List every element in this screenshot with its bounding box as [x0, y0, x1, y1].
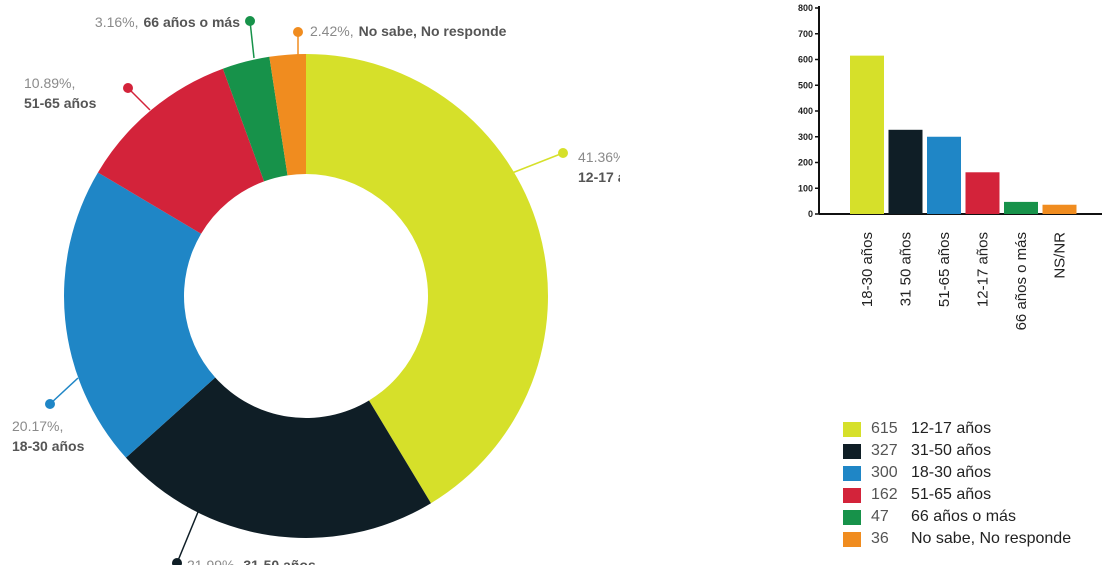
legend-item-66+: 47 66 años o más — [843, 506, 1071, 528]
leader-dot-31-50 — [172, 558, 182, 565]
bar-category-label: 18-30 años — [859, 232, 876, 307]
y-tick-label: 200 — [798, 158, 813, 168]
donut-slice-12-17 — [306, 54, 548, 504]
donut-label-31-50: 21.99%, 31-50 años — [187, 557, 316, 565]
legend-item-12-17: 615 12-17 años — [843, 418, 1071, 440]
leader-line-51-65 — [127, 87, 151, 111]
y-tick-label: 300 — [798, 132, 813, 142]
legend-label: No sabe, No responde — [911, 530, 1072, 547]
bar-category-label: 51-65 años — [936, 232, 953, 307]
legend-value: 300 — [871, 464, 898, 481]
bar-nsnr — [1042, 204, 1077, 214]
legend-label: 31-50 años — [911, 442, 992, 459]
legend-swatch — [843, 421, 861, 437]
bar-category-label: NS/NR — [1052, 232, 1069, 279]
leader-dot-18-30 — [45, 399, 55, 409]
donut-slice-66+ — [222, 56, 288, 182]
donut-label-percent: 20.17%, — [12, 418, 63, 434]
donut-label-percent: 10.89%, — [24, 75, 75, 91]
bar-category-label: 31 50 años — [898, 232, 915, 306]
y-tick-label: 400 — [798, 106, 813, 116]
legend-label: 66 años o más — [911, 508, 1016, 525]
donut-slice-18-30 — [64, 172, 216, 458]
legend-swatch — [843, 487, 861, 503]
donut-label-percent: 2.42%, — [310, 23, 354, 39]
legend-value: 615 — [871, 420, 898, 437]
legend: 615 12-17 años 327 31-50 años 300 18-30 años 1… — [843, 418, 1071, 550]
donut-label-category: 31-50 años — [243, 557, 316, 565]
leader-dot-66+ — [245, 16, 255, 26]
bar-category-label: 12-17 años — [975, 232, 992, 307]
donut-label-12-17: 41.36%, 12-17 años — [578, 149, 620, 185]
legend-item-51-65: 162 51-65 años — [843, 484, 1071, 506]
donut-chart: 41.36%, 12-17 años 21.99%, 31-50 años 20.17%… — [12, 14, 620, 565]
y-tick-label: 500 — [798, 80, 813, 90]
y-tick-label: 600 — [798, 55, 813, 65]
y-tick-label: 100 — [798, 183, 813, 193]
bar-18-30 — [927, 136, 961, 214]
donut-label-category: 18-30 años — [12, 438, 85, 454]
donut-label-18-30: 20.17%, 18-30 años — [12, 418, 85, 454]
bar-51-65 — [965, 172, 1000, 214]
donut-slice-51-65 — [97, 68, 265, 234]
legend-value: 36 — [871, 530, 889, 547]
leader-dot-51-65 — [123, 83, 133, 93]
legend-swatch — [843, 531, 861, 547]
leader-line-12-17 — [511, 152, 564, 174]
legend-item-18-30: 300 18-30 años — [843, 462, 1071, 484]
leader-dot-12-17 — [558, 148, 568, 158]
legend-swatch — [843, 465, 861, 481]
bar-category-label: 66 años o más — [1013, 232, 1030, 330]
donut-label-percent: 41.36%, — [578, 149, 620, 165]
donut-label-percent: 3.16%, — [95, 14, 139, 30]
legend-label: 18-30 años — [911, 464, 992, 481]
donut-label-percent: 21.99%, — [187, 557, 238, 565]
donut-label-66+: 3.16%, 66 años o más — [95, 14, 240, 30]
donut-label-51-65: 10.89%, 51-65 años — [24, 75, 97, 111]
legend-label: 51-65 años — [911, 486, 992, 503]
leader-line-18-30 — [49, 377, 79, 405]
donut-label-category: No sabe, No responde — [359, 23, 507, 39]
bar-chart: 0 100 200 300 400 500 600 700 800 18-30 años 31 50… — [798, 3, 1102, 330]
leader-dot-nsnr — [293, 27, 303, 37]
legend-value: 47 — [871, 508, 889, 525]
y-tick-label: 800 — [798, 3, 813, 13]
legend-item-nsnr: 36 No sabe, No responde — [843, 528, 1071, 550]
donut-label-category: 12-17 años — [578, 169, 620, 185]
bar-66+ — [1004, 201, 1038, 214]
donut-label-nsnr: 2.42%, No sabe, No responde — [310, 23, 507, 39]
donut-label-category: 66 años o más — [144, 14, 241, 30]
legend-swatch — [843, 443, 861, 459]
y-tick-label: 0 — [808, 209, 813, 219]
leader-line-31-50 — [176, 511, 199, 564]
y-tick-label: 700 — [798, 29, 813, 39]
donut-label-category: 51-65 años — [24, 95, 97, 111]
legend-value: 327 — [871, 442, 898, 459]
legend-value: 162 — [871, 486, 898, 503]
donut-slice-31-50 — [125, 377, 431, 538]
legend-item-31-50: 327 31-50 años — [843, 440, 1071, 462]
bar-12-17 — [850, 55, 884, 215]
donut-slice-nsnr — [269, 54, 306, 176]
leader-line-66+ — [249, 20, 255, 59]
legend-swatch — [843, 509, 861, 525]
legend-label: 12-17 años — [911, 420, 992, 437]
bar-31-50 — [888, 129, 923, 214]
